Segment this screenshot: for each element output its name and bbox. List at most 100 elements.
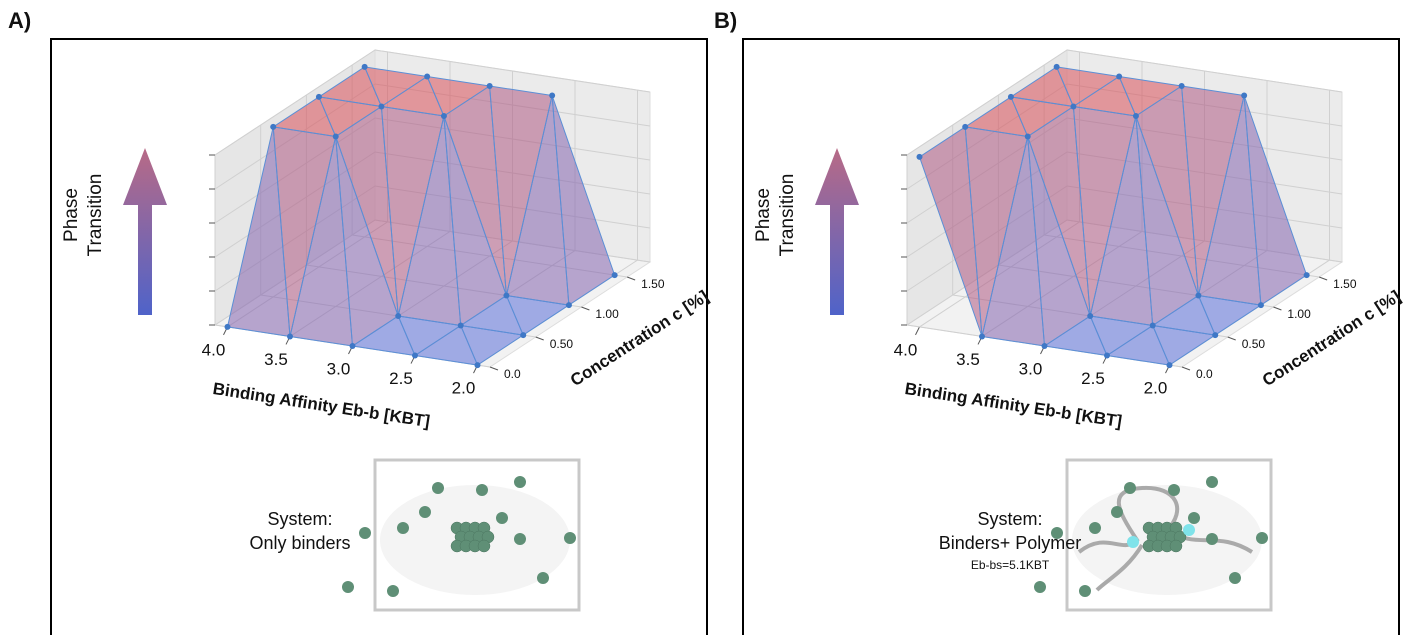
surface-point [378,103,385,110]
surface-point [1007,93,1014,100]
surface-point [1070,103,1077,110]
binder [564,532,576,544]
binder-cluster [477,539,491,553]
tick-mark [489,366,499,371]
y-tick-label: 1.00 [1287,307,1311,321]
inset-text: System: [267,509,332,529]
surface-point [287,333,293,340]
surface-facet [981,136,1045,347]
x-tick-label: 3.0 [1019,359,1043,378]
panel-label: B) [714,8,737,33]
binder [537,572,549,584]
binder [1051,527,1063,539]
surface-point [565,302,572,309]
y-tick-label: 0.0 [504,367,521,381]
panel-frame [742,38,1400,635]
phase-arrow [815,148,859,315]
surface-point [224,323,231,330]
binder [1034,581,1046,593]
surface-point [916,153,923,160]
grid-line [1066,49,1343,93]
surface-point [1303,272,1310,279]
binder [1089,522,1101,534]
surface-point [332,133,339,140]
surface-facet [352,315,416,356]
binder [1079,585,1091,597]
surface-point [1053,63,1060,70]
surface-point [270,123,277,130]
surface-point [1116,73,1123,80]
inset-text: Eb-bs=5.1KBT [971,558,1050,572]
surface-facet [414,325,478,366]
binder-cluster [1169,539,1183,553]
y-tick-label: 1.50 [641,277,665,291]
y-tick-label: 0.0 [1196,367,1213,381]
x-tick-label: 2.5 [389,369,413,388]
z-axis-label: Phase [753,188,774,242]
surface-point [503,292,510,299]
x-tick-label: 3.0 [327,359,351,378]
x-tick-label: 4.0 [894,340,918,359]
surface-point [520,332,527,339]
binder [514,533,526,545]
surface-point [1195,292,1202,299]
binder [1206,476,1218,488]
inset-text: Only binders [249,533,350,553]
binder [419,506,431,518]
surface-point [1024,133,1031,140]
tick-mark [1318,276,1328,281]
surface-point [395,313,402,319]
bridging-site [1183,524,1195,536]
x-tick-label: 2.0 [452,379,476,398]
panel-label: A) [8,8,31,33]
bridging-site [1127,536,1139,548]
surface-point [349,343,356,349]
binder [1168,484,1180,496]
polymer [1077,485,1254,554]
surface-point [315,93,322,100]
grid-line [374,49,651,93]
surface-point [611,272,618,279]
surface-point [412,352,418,359]
panel-frame [50,38,708,635]
surface-point [1041,343,1048,349]
x-tick-label: 3.5 [956,350,980,369]
x-tick-label: 2.0 [1144,379,1168,398]
binder [514,476,526,488]
polymer [1095,543,1144,592]
binder [1206,533,1218,545]
tick-mark [915,326,920,336]
surface-facet [919,126,983,337]
grid-line [906,49,1068,156]
x-tick-label: 3.5 [264,350,288,369]
binder [342,581,354,593]
surface-point [979,333,985,340]
binder [359,527,371,539]
binder [1188,512,1200,524]
tick-mark [1181,366,1191,371]
z-axis-label: Transition [777,174,798,257]
binder [432,482,444,494]
y-tick-label: 0.50 [550,337,574,351]
tick-mark [1273,306,1282,311]
tick-mark [1227,336,1236,341]
surface-point [424,73,431,80]
inset-text: System: [977,509,1042,529]
grid-line [214,49,376,156]
x-tick-label: 4.0 [202,340,226,359]
surface-point [1132,113,1139,119]
surface-point [440,113,447,119]
surface-point [361,63,368,70]
y-tick-label: 0.50 [1242,337,1266,351]
y-tick-label: 1.50 [1333,277,1357,291]
surface-facet [1044,315,1108,356]
surface-point [457,322,464,329]
surface-point [549,92,556,99]
surface-point [486,83,493,89]
binder [476,484,488,496]
tick-mark [626,276,636,281]
surface-point [1104,352,1110,359]
surface-point [1178,83,1185,89]
binder [496,512,508,524]
